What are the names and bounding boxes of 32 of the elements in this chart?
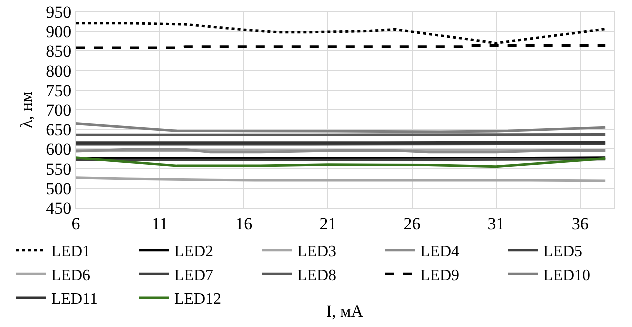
legend-label: LED4: [420, 244, 460, 261]
x-tick-label: 11: [152, 214, 168, 234]
legend-label: LED10: [543, 267, 591, 284]
legend-label: LED2: [174, 244, 214, 261]
y-tick-label: 750: [46, 81, 72, 100]
y-tick-label: 500: [46, 179, 72, 198]
y-tick-label: 700: [46, 100, 72, 120]
y-tick-label: 450: [46, 198, 72, 218]
legend-label: LED1: [51, 244, 91, 261]
legend-label: LED6: [51, 267, 91, 284]
y-tick-label: 550: [46, 160, 72, 179]
legend-label: LED3: [297, 244, 337, 261]
y-tick-label: 950: [46, 2, 72, 22]
x-tick-label: 26: [404, 214, 421, 234]
legend-label: LED12: [174, 291, 222, 308]
legend-label: LED8: [297, 267, 337, 284]
legend-label: LED5: [543, 244, 583, 261]
x-axis-title: I, мА: [326, 302, 364, 321]
legend-label: LED7: [174, 267, 214, 284]
y-tick-label: 850: [46, 42, 72, 62]
y-tick-label: 900: [46, 22, 72, 42]
x-tick-label: 6: [72, 214, 80, 234]
y-tick-label: 800: [46, 62, 72, 81]
legend-label: LED9: [420, 267, 460, 284]
legend-label: LED11: [51, 291, 98, 308]
x-tick-label: 36: [572, 214, 589, 234]
x-tick-label: 16: [236, 214, 253, 234]
x-tick-label: 31: [488, 214, 505, 234]
y-tick-label: 600: [46, 140, 72, 160]
y-axis-title: λ, нм: [17, 91, 36, 128]
x-tick-label: 21: [320, 214, 337, 234]
y-tick-label: 650: [46, 120, 72, 140]
